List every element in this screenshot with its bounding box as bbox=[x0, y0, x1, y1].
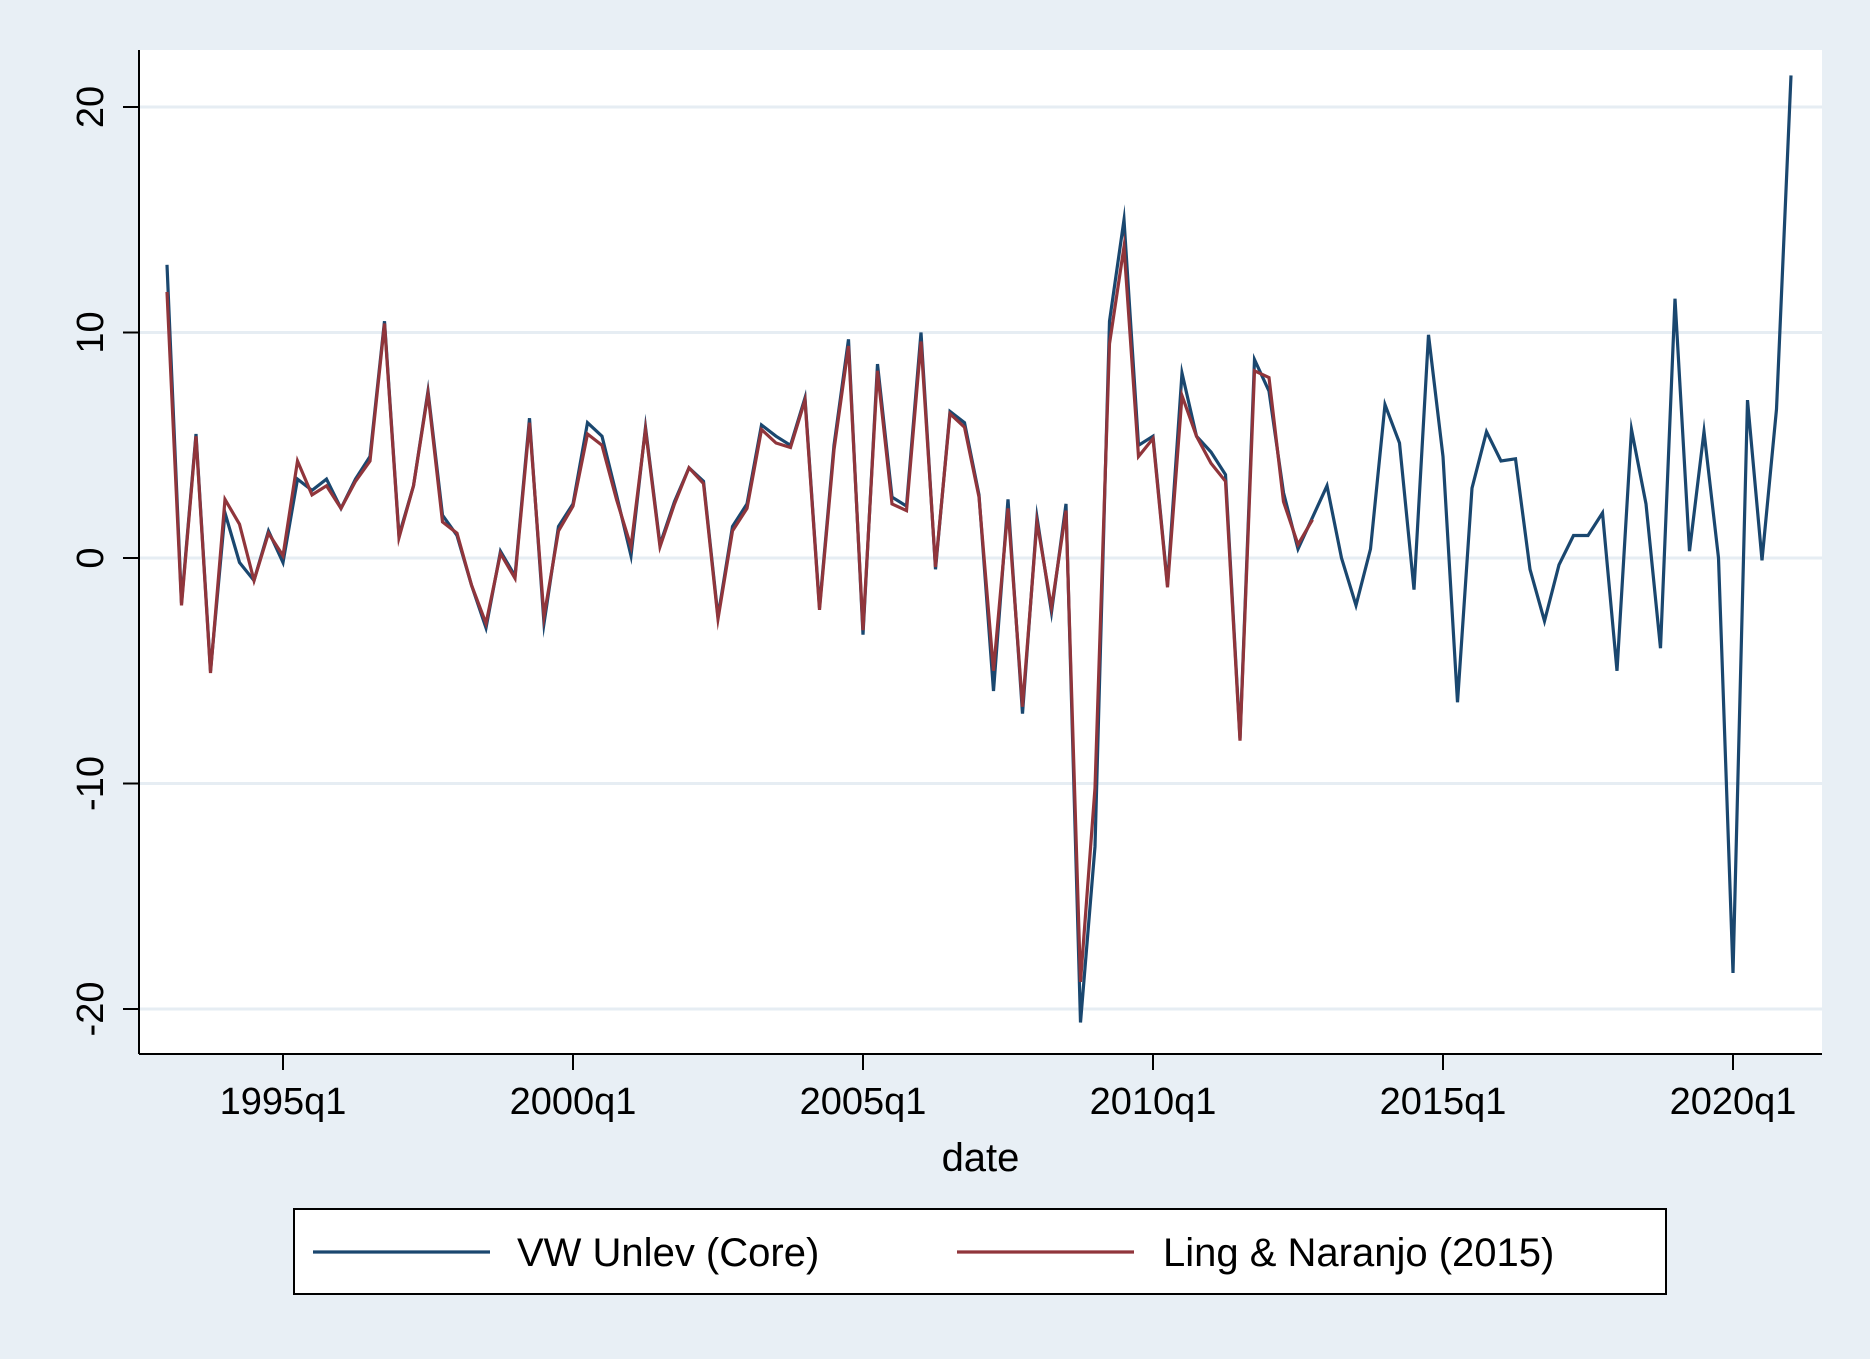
series-line-ling-naranjo bbox=[165, 232, 1314, 983]
x-tick-label: 1995q1 bbox=[220, 1081, 347, 1123]
legend-label: Ling & Naranjo (2015) bbox=[1163, 1231, 1554, 1275]
legend: VW Unlev (Core) Ling & Naranjo (2015) bbox=[293, 1208, 1667, 1295]
x-tick-label: 2015q1 bbox=[1380, 1081, 1507, 1123]
series-lines bbox=[165, 75, 1793, 1023]
y-tick-label: 20 bbox=[70, 86, 112, 128]
x-tick-label: 2000q1 bbox=[510, 1081, 637, 1123]
x-axis-title: date bbox=[942, 1136, 1020, 1180]
y-tick-label: -10 bbox=[70, 756, 112, 811]
x-tick-label: 2005q1 bbox=[800, 1081, 927, 1123]
y-tick-label: 0 bbox=[70, 547, 112, 568]
plot-background bbox=[139, 50, 1822, 1054]
y-tick-label: 10 bbox=[70, 311, 112, 353]
x-tick-label: 2010q1 bbox=[1090, 1081, 1217, 1123]
x-tick-label: 2020q1 bbox=[1670, 1081, 1797, 1123]
gridlines bbox=[139, 105, 1822, 1011]
axes: -20 -10 0 10 20 1995q1 2000q1 2005q1 2010q1 2015q… bbox=[70, 50, 1822, 1123]
y-tick-label: -20 bbox=[70, 982, 112, 1037]
legend-label: VW Unlev (Core) bbox=[517, 1231, 819, 1275]
